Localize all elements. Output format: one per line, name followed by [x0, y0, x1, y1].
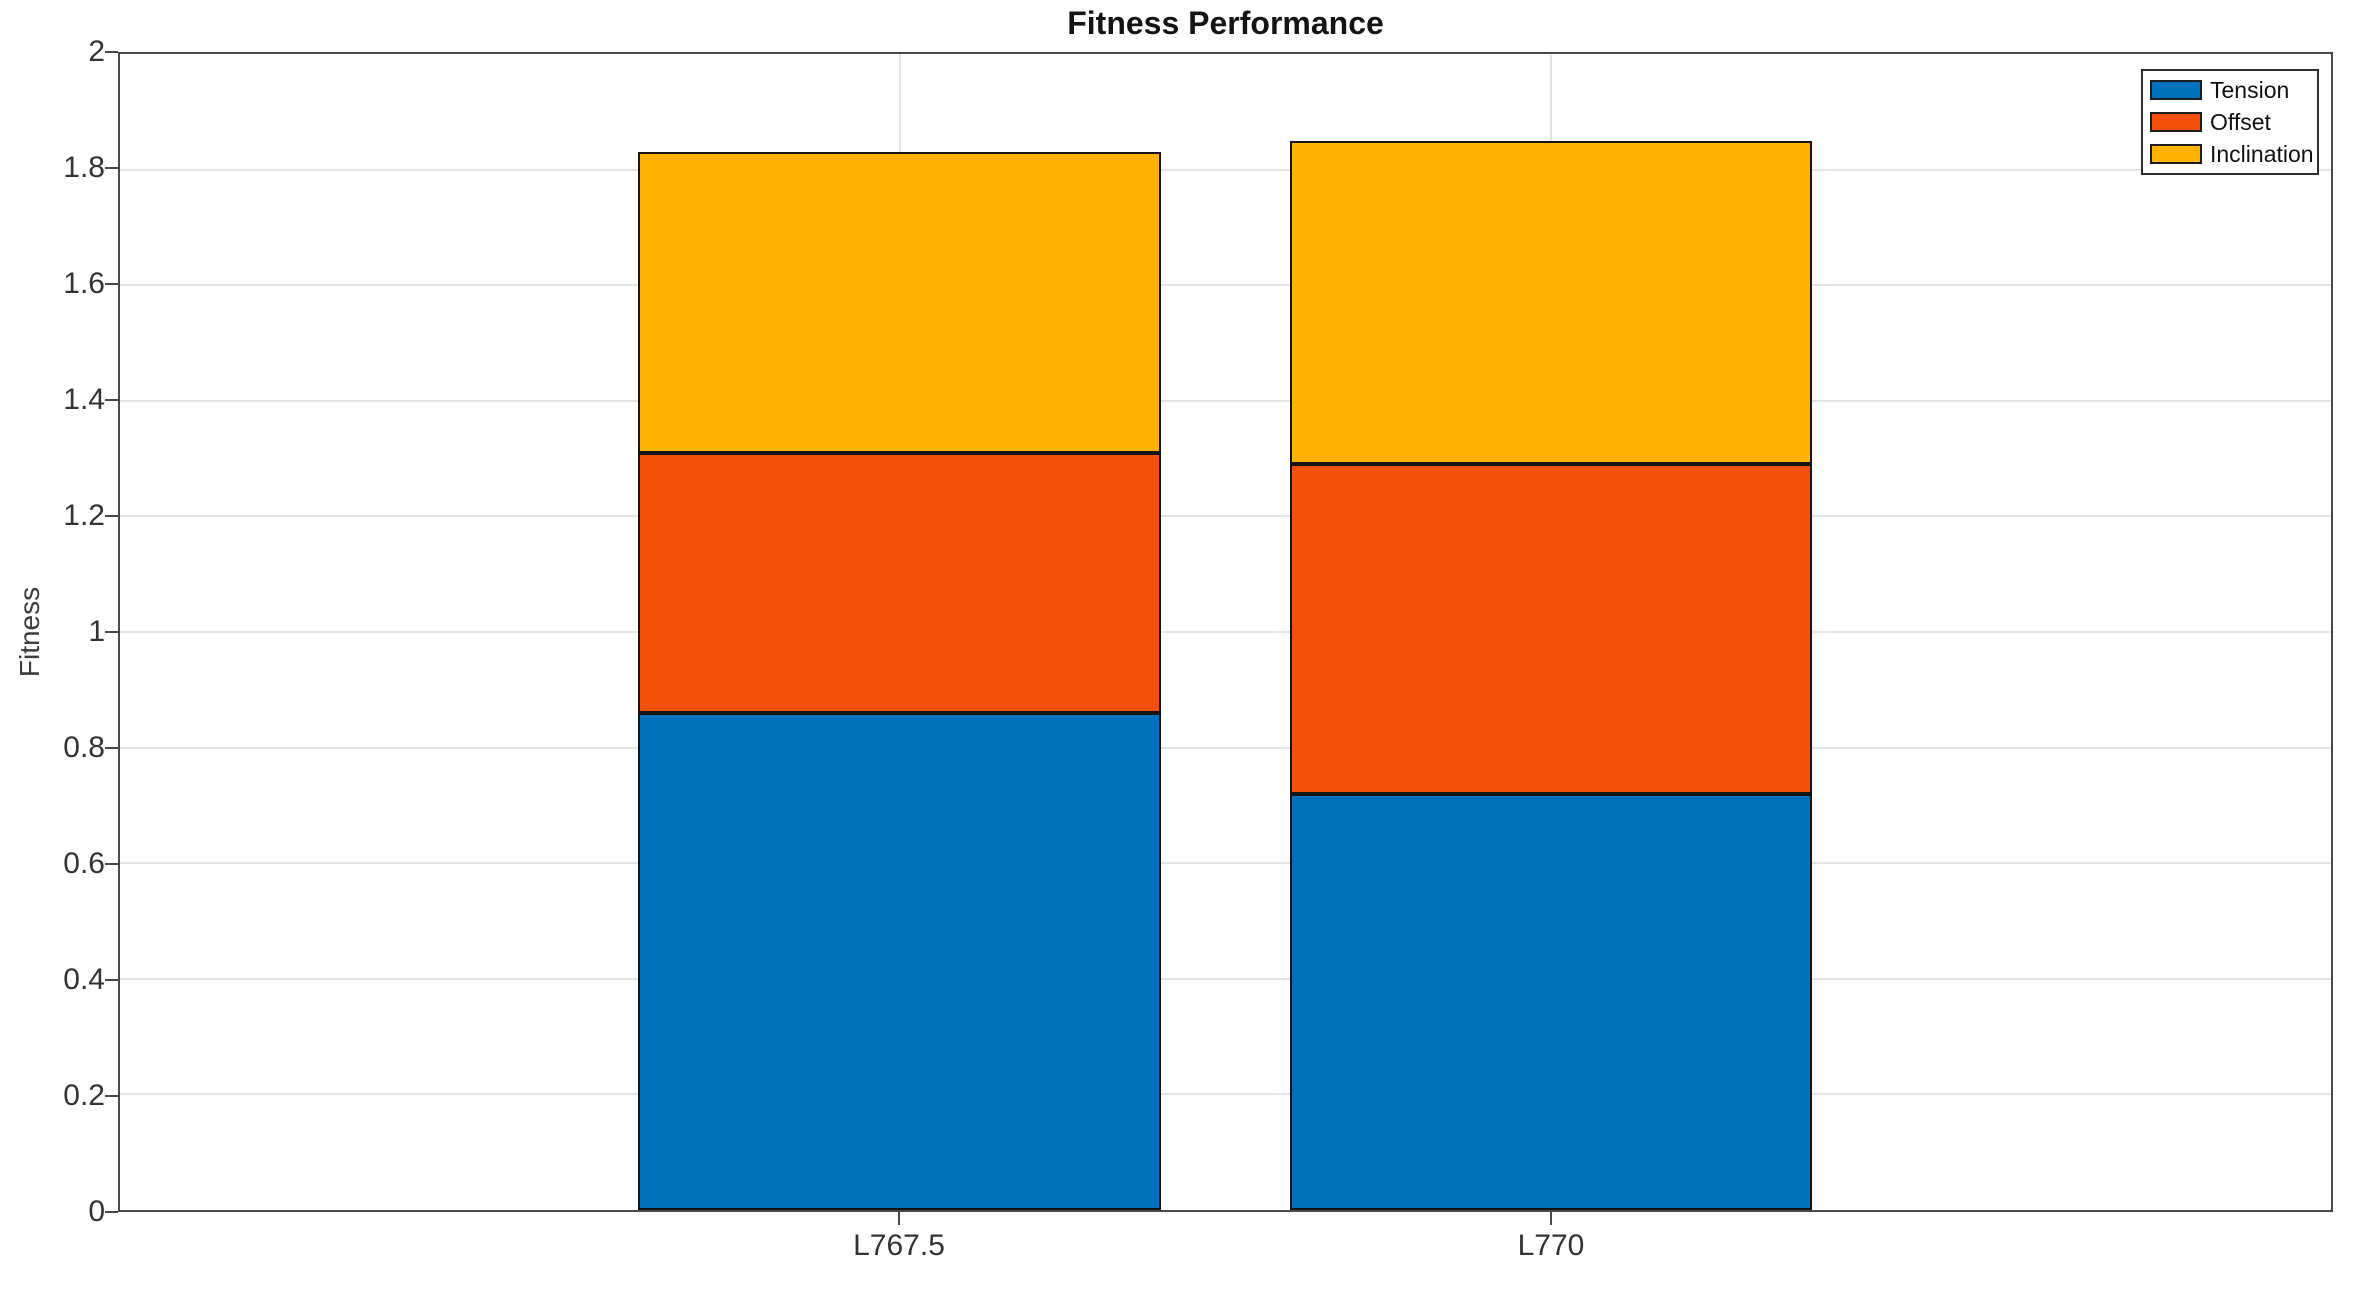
y-tick-label: 0.2 — [63, 1079, 105, 1112]
x-tick-mark — [1550, 1212, 1552, 1225]
horizontal-gridline — [120, 168, 2331, 171]
bar-segment-offset — [1289, 464, 1812, 794]
y-tick-mark — [105, 631, 118, 633]
y-tick-label: 0.6 — [63, 847, 105, 880]
legend-label-inclination: Inclination — [2210, 140, 2314, 167]
x-tick-label-l770: L770 — [1517, 1229, 1585, 1262]
bar-segment-tension — [1289, 793, 1812, 1210]
plot-area: Tension Offset Inclination — [118, 52, 2333, 1212]
bar-segment-offset — [638, 452, 1162, 713]
horizontal-gridline — [120, 399, 2331, 402]
y-tick-mark — [105, 399, 118, 401]
chart-title: Fitness Performance — [1067, 5, 1384, 41]
bar-segment-inclination — [1289, 140, 1812, 465]
x-tick-label-l767-5: L767.5 — [853, 1229, 945, 1262]
horizontal-gridline — [120, 284, 2331, 287]
bar-stack-l770 — [1289, 54, 1812, 1210]
y-tick-labels: 0 0.2 0.4 0.6 0.8 1 1.2 1.4 1.6 1.8 2 — [0, 37, 105, 1227]
legend-item-inclination: Inclination — [2150, 141, 2314, 167]
y-tick-label: 1.4 — [63, 383, 105, 416]
horizontal-gridline — [120, 746, 2331, 749]
y-tick-mark — [105, 515, 118, 517]
y-tick-mark — [105, 167, 118, 169]
horizontal-gridline — [120, 862, 2331, 865]
legend-label-tension: Tension — [2210, 76, 2290, 103]
bar-stack-l767-5 — [638, 54, 1162, 1210]
legend-label-offset: Offset — [2210, 108, 2271, 135]
legend: Tension Offset Inclination — [2141, 69, 2319, 175]
x-tick-mark — [898, 1212, 900, 1225]
y-tick-label: 0.4 — [63, 963, 105, 996]
y-tick-mark — [105, 979, 118, 981]
horizontal-gridline — [120, 977, 2331, 980]
y-tick-label: 1.6 — [63, 267, 105, 300]
y-tick-label: 0.8 — [63, 731, 105, 764]
legend-swatch-offset — [2150, 112, 2202, 132]
bar-segment-inclination — [638, 152, 1162, 453]
legend-item-tension: Tension — [2150, 77, 2310, 103]
y-tick-mark — [105, 747, 118, 749]
horizontal-gridline — [120, 1093, 2331, 1096]
y-tick-label: 1.8 — [63, 151, 105, 184]
horizontal-gridline — [120, 631, 2331, 633]
legend-swatch-tension — [2150, 80, 2202, 100]
y-tick-label: 0 — [88, 1195, 105, 1228]
y-tick-mark — [105, 863, 118, 865]
y-tick-label: 2 — [88, 35, 105, 68]
y-tick-label: 1.2 — [63, 499, 105, 532]
y-tick-mark — [105, 283, 118, 285]
y-tick-mark — [105, 1211, 118, 1213]
y-tick-mark — [105, 1095, 118, 1097]
y-tick-label: 1 — [88, 615, 105, 648]
legend-item-offset: Offset — [2150, 109, 2310, 135]
legend-swatch-inclination — [2150, 144, 2202, 164]
horizontal-gridline — [120, 515, 2331, 518]
y-tick-mark — [105, 51, 118, 53]
bar-segment-tension — [638, 712, 1162, 1210]
